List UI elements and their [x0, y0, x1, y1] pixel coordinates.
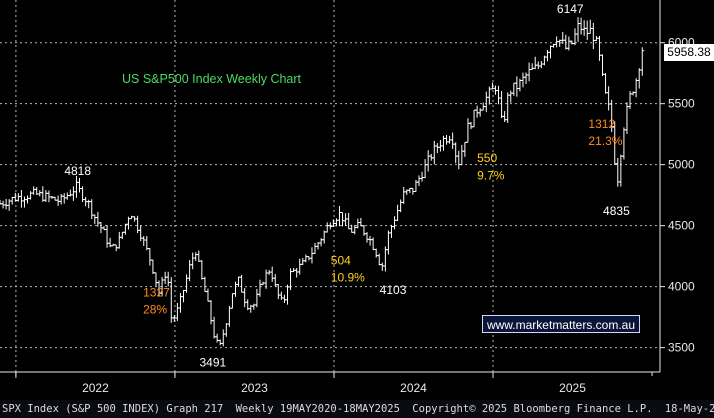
annotation-high-2025: 6147	[557, 2, 584, 16]
annotation-fall-2025-pct: 21.3%	[588, 134, 622, 148]
y-tick-label: 5500	[668, 97, 695, 111]
y-tick-label: 3500	[668, 341, 695, 355]
footer-range: Weekly 19MAY2020-18MAY2025	[235, 403, 400, 415]
annotation-low-2025: 4835	[603, 204, 630, 218]
x-tick-label: 2022	[82, 381, 109, 395]
annotation-fall-2023-pct: 10.9%	[331, 271, 365, 285]
x-axis: 2022 2023 2024 2025	[0, 371, 660, 395]
annotation-fall-2023-pts: 504	[331, 254, 351, 268]
watermark-link[interactable]: www.marketmatters.com.au	[482, 315, 640, 333]
footer-series: SPX Index (S&P 500 INDEX) Graph 217	[2, 403, 224, 415]
chart-footer: SPX Index (S&P 500 INDEX) Graph 217 Week…	[0, 400, 714, 418]
x-tick-label: 2023	[241, 381, 268, 395]
annotation-fall-2022-pts: 1327	[143, 285, 170, 299]
annotation-high-2021: 4818	[64, 164, 91, 178]
y-tick-label: 4000	[668, 280, 695, 294]
footer-copyright: Copyright© 2025 Bloomberg Finance L.P.	[412, 403, 653, 415]
chart-annotations: 4818 3491 4103 6147 4835 1327 28% 504 10.9% 550 9.…	[64, 2, 630, 370]
chart-title: US S&P500 Index Weekly Chart	[122, 72, 302, 86]
annotation-fall-2024-pts: 550	[477, 151, 497, 165]
annotation-low-2022: 3491	[199, 356, 226, 370]
y-tick-label: 5000	[668, 158, 695, 172]
annotation-low-2023: 4103	[380, 283, 407, 297]
footer-timestamp: 18-May-2025 07:41:41	[664, 403, 714, 415]
last-price-badge: 5958.38	[664, 44, 714, 61]
x-tick-label: 2024	[400, 381, 427, 395]
annotation-fall-2025-pts: 1312	[588, 117, 615, 131]
x-tick-label: 2025	[559, 381, 586, 395]
annotation-fall-2022-pct: 28%	[143, 302, 167, 316]
annotation-fall-2024-pct: 9.7%	[477, 168, 505, 182]
y-tick-label: 4500	[668, 219, 695, 233]
price-bars	[0, 17, 645, 347]
